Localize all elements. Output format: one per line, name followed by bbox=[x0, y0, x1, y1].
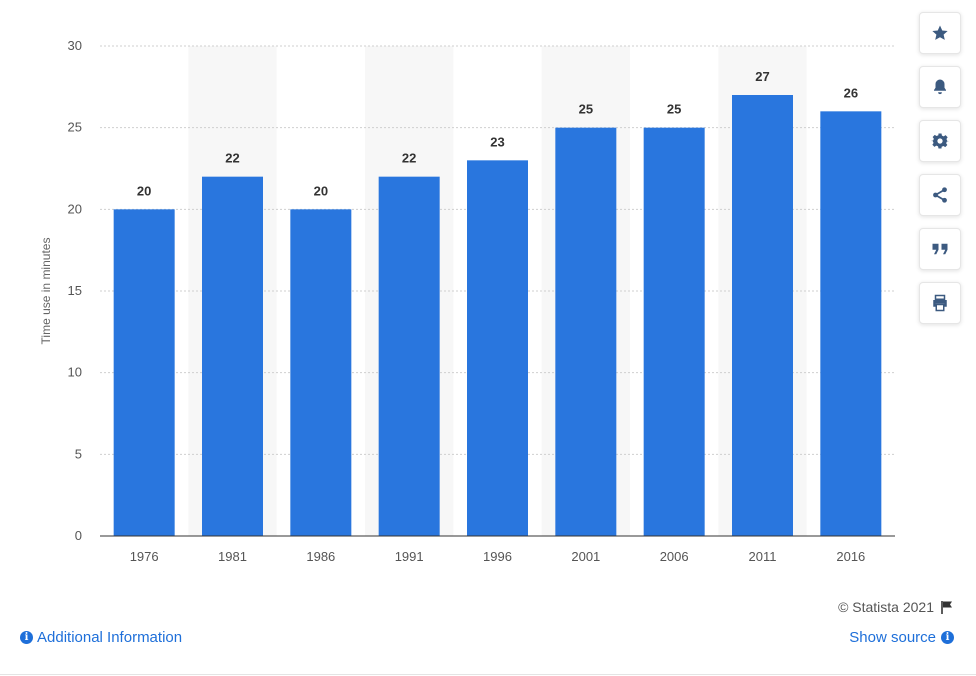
data-label: 25 bbox=[579, 102, 593, 117]
bar[interactable] bbox=[820, 111, 882, 536]
data-label: 20 bbox=[137, 183, 151, 198]
x-tick-label: 1986 bbox=[306, 549, 335, 564]
bar[interactable] bbox=[290, 209, 352, 537]
info-icon: i bbox=[20, 631, 33, 644]
additional-information-link[interactable]: i Additional Information bbox=[20, 629, 182, 646]
print-icon bbox=[933, 294, 947, 312]
x-tick-label: 1981 bbox=[218, 549, 247, 564]
bar[interactable] bbox=[732, 95, 793, 536]
share-icon bbox=[933, 187, 947, 203]
x-tick-label: 1991 bbox=[395, 549, 424, 564]
bar[interactable] bbox=[202, 176, 263, 536]
cite-button[interactable] bbox=[919, 228, 961, 270]
print-button[interactable] bbox=[919, 282, 961, 324]
additional-information-label: Additional Information bbox=[37, 629, 183, 646]
copyright: © Statista 2021 bbox=[838, 599, 954, 615]
copyright-text: © Statista 2021 bbox=[838, 599, 934, 615]
bar[interactable] bbox=[643, 127, 705, 537]
x-tick-label: 1976 bbox=[130, 549, 159, 564]
settings-button[interactable] bbox=[919, 120, 961, 162]
y-axis-label: Time use in minutes bbox=[39, 238, 53, 345]
share-button[interactable] bbox=[919, 174, 961, 216]
show-source-link[interactable]: Show source i bbox=[849, 629, 954, 646]
bar[interactable] bbox=[378, 176, 440, 536]
x-axis-ticks: 1976 1981 1986 1991 1996 2001 2006 2011 2016 bbox=[130, 549, 866, 564]
toolbar bbox=[919, 12, 961, 336]
bar[interactable] bbox=[467, 160, 528, 537]
favorite-button[interactable] bbox=[919, 12, 961, 54]
data-label: 26 bbox=[844, 85, 858, 100]
data-labels: 20 22 20 22 23 25 25 27 26 bbox=[137, 69, 858, 198]
data-label: 25 bbox=[667, 102, 681, 117]
flag-icon[interactable] bbox=[940, 600, 954, 614]
x-tick-label: 2011 bbox=[749, 549, 777, 564]
show-source-label: Show source bbox=[849, 629, 936, 646]
x-tick-label: 2006 bbox=[660, 549, 689, 564]
y-tick-label: 10 bbox=[68, 365, 82, 380]
quote-icon bbox=[932, 243, 948, 255]
x-tick-label: 2016 bbox=[836, 549, 865, 564]
y-tick-label: 15 bbox=[68, 283, 82, 298]
y-tick-label: 0 bbox=[75, 528, 82, 543]
divider bbox=[0, 674, 976, 675]
bell-icon bbox=[934, 79, 946, 95]
y-tick-label: 25 bbox=[68, 120, 82, 135]
notification-button[interactable] bbox=[919, 66, 961, 108]
x-tick-label: 1996 bbox=[483, 549, 512, 564]
data-label: 20 bbox=[314, 183, 328, 198]
data-label: 22 bbox=[225, 151, 239, 166]
y-tick-label: 20 bbox=[68, 201, 82, 216]
y-tick-label: 5 bbox=[75, 446, 82, 461]
gear-icon bbox=[931, 133, 949, 149]
bar[interactable] bbox=[555, 127, 617, 537]
x-tick-label: 2001 bbox=[571, 549, 600, 564]
info-icon: i bbox=[941, 631, 954, 644]
bars bbox=[113, 95, 882, 537]
y-tick-label: 30 bbox=[68, 38, 82, 53]
data-label: 22 bbox=[402, 151, 416, 166]
data-label: 23 bbox=[490, 134, 504, 149]
data-label: 27 bbox=[755, 69, 769, 84]
star-icon bbox=[932, 25, 948, 40]
bar[interactable] bbox=[113, 209, 175, 537]
y-axis-ticks: 0 5 10 15 20 25 30 bbox=[68, 38, 82, 543]
